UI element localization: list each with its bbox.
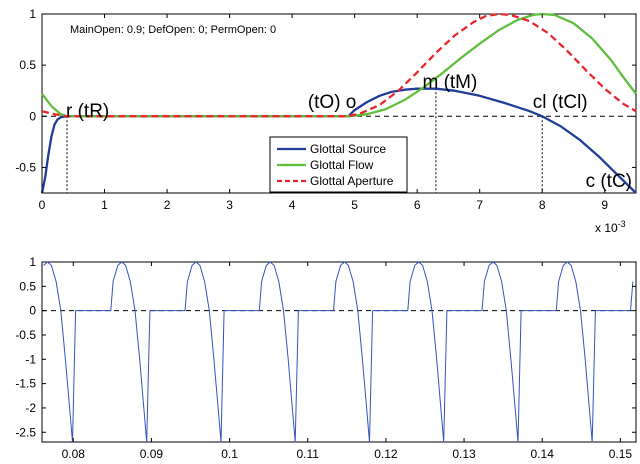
y-tick-label: -2 bbox=[25, 401, 36, 415]
point-labels: r (tR) (tO) o m (tM) cl (tCl) c (tC) bbox=[66, 72, 632, 192]
bottom-plot-frame bbox=[41, 261, 637, 443]
point-label: r (tR) bbox=[66, 101, 109, 122]
top-x-axis-ticks: 0 1 2 3 4 5 6 7 8 9 bbox=[39, 14, 608, 212]
top-annotation: MainOpen: 0.9; DefOpen: 0; PermOpen: 0 bbox=[70, 24, 276, 36]
y-tick-label: 1 bbox=[29, 255, 36, 269]
legend-items: Glottal Source Glottal Flow Glottal Apertu… bbox=[277, 142, 394, 188]
x-tick-label: 0.08 bbox=[62, 447, 86, 461]
x-tick-label: 0.14 bbox=[531, 447, 555, 461]
x-tick-label: 3 bbox=[226, 198, 233, 212]
x-tick-label: 2 bbox=[164, 198, 171, 212]
y-tick-label: -1 bbox=[25, 352, 36, 366]
x-tick-label: 0.15 bbox=[609, 447, 633, 461]
y-tick-label: 0.5 bbox=[19, 58, 36, 72]
waveform-line bbox=[43, 261, 634, 443]
x-tick-label: 0 bbox=[39, 198, 46, 212]
y-tick-label: -0.5 bbox=[15, 328, 36, 342]
x-tick-label: 0.09 bbox=[140, 447, 164, 461]
x-tick-label: 8 bbox=[539, 198, 546, 212]
bottom-series-line bbox=[43, 261, 634, 443]
top-y-axis-ticks: -0.5 0 0.5 1 bbox=[15, 7, 636, 174]
x-tick-label: 6 bbox=[414, 198, 421, 212]
legend-label: Glottal Flow bbox=[310, 158, 374, 172]
legend-label: Glottal Aperture bbox=[310, 174, 394, 188]
x-tick-label: 7 bbox=[476, 198, 483, 212]
bottom-x-axis-ticks: 0.08 0.09 0.1 0.11 0.12 0.13 0.14 0.15 bbox=[62, 262, 633, 461]
point-label: c (tC) bbox=[586, 171, 632, 192]
x-tick-label: 0.1 bbox=[221, 447, 238, 461]
x-tick-label: 1 bbox=[101, 198, 108, 212]
x-exponent-base: x 10 bbox=[595, 221, 618, 235]
y-tick-label: 0 bbox=[29, 304, 36, 318]
point-label: m (tM) bbox=[422, 72, 477, 93]
y-tick-label: -0.5 bbox=[15, 160, 36, 174]
y-tick-label: 1 bbox=[29, 7, 36, 21]
top-panel: 0 1 2 3 4 5 6 7 8 9 -0.5 0 0.5 1 MainOpen: 0.9; DefO… bbox=[15, 7, 637, 235]
x-tick-label: 0.13 bbox=[452, 447, 476, 461]
legend: Glottal Source Glottal Flow Glottal Apertu… bbox=[269, 136, 408, 193]
point-label: cl (tCl) bbox=[533, 92, 588, 113]
legend-label: Glottal Source bbox=[310, 142, 386, 156]
y-tick-label: -2.5 bbox=[15, 425, 36, 439]
x-exponent-power: -3 bbox=[618, 219, 626, 229]
x-tick-label: 9 bbox=[601, 198, 608, 212]
bottom-y-axis-ticks: -2.5 -2 -1.5 -1 -0.5 0 0.5 1 bbox=[15, 255, 636, 439]
x-tick-label: 5 bbox=[351, 198, 358, 212]
y-tick-label: 0.5 bbox=[19, 279, 36, 293]
series-line-2 bbox=[41, 12, 637, 118]
x-tick-label: 4 bbox=[289, 198, 296, 212]
x-tick-label: 0.11 bbox=[297, 447, 320, 461]
x-exponent-label: x 10-3 bbox=[595, 219, 626, 235]
bottom-panel: 0.08 0.09 0.1 0.11 0.12 0.13 0.14 0.15 -2.5 -2 -1… bbox=[15, 255, 637, 461]
x-tick-label: 0.12 bbox=[374, 447, 398, 461]
point-label: (tO) o bbox=[308, 92, 357, 113]
y-tick-label: 0 bbox=[29, 109, 36, 123]
top-series-lines bbox=[40, 12, 637, 194]
y-tick-label: -1.5 bbox=[15, 377, 36, 391]
marker-drop-lines bbox=[66, 88, 543, 193]
